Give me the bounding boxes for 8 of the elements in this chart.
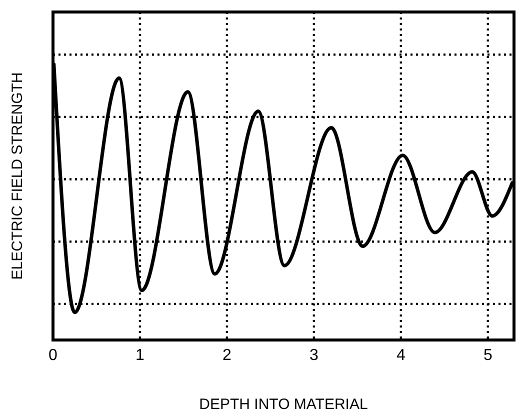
- x-tick-label: 1: [136, 347, 145, 364]
- x-tick-label: 5: [483, 347, 492, 364]
- x-tick-label: 4: [396, 347, 406, 364]
- x-axis-title: DEPTH INTO MATERIAL: [199, 396, 368, 413]
- y-axis-title: ELECTRIC FIELD STRENGTH: [9, 72, 26, 280]
- x-tick-label: 0: [48, 347, 58, 364]
- x-tick-label: 2: [222, 347, 232, 364]
- x-tick-label: 3: [309, 347, 318, 364]
